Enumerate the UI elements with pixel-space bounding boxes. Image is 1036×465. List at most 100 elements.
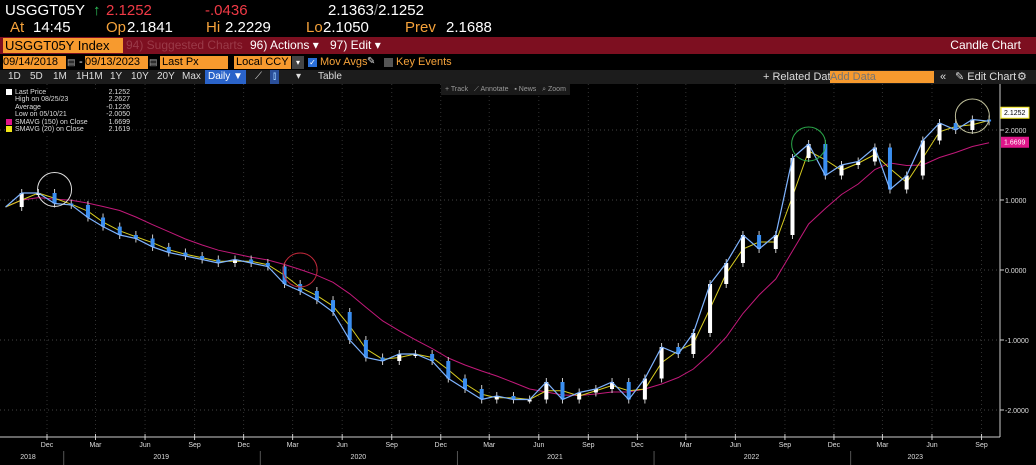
open-label: Op	[106, 19, 127, 36]
chevron-down-icon[interactable]: ▾	[292, 56, 304, 69]
candle	[380, 357, 385, 361]
x-tick-label: Mar	[483, 442, 496, 449]
frequency-select[interactable]: Daily ▼	[205, 70, 246, 84]
key-events-checkbox[interactable]	[384, 58, 393, 67]
news-tool[interactable]: ▪ News	[514, 86, 537, 93]
calendar-icon[interactable]: ▤	[67, 57, 76, 67]
candle	[790, 158, 795, 235]
candle	[642, 378, 647, 400]
year-label: 2021	[547, 454, 563, 461]
candle	[691, 333, 696, 354]
collapse-icon[interactable]: «	[940, 71, 947, 83]
ticker: USGGT05Y	[5, 2, 86, 19]
x-tick-label: Sep	[188, 442, 201, 449]
x-tick-label: Sep	[386, 442, 399, 449]
period-1d-button[interactable]: 1D	[8, 71, 21, 82]
period-20y-button[interactable]: 20Y	[157, 71, 175, 82]
edit-chart-button[interactable]: ✎ Edit Chart	[952, 70, 1019, 84]
period-1h1m-button[interactable]: 1H1M	[76, 71, 103, 82]
candle	[676, 347, 681, 354]
start-date-input[interactable]: 09/14/2018	[3, 56, 66, 69]
end-date-input[interactable]: 09/13/2023	[85, 56, 148, 69]
candle	[773, 235, 778, 249]
actions-menu[interactable]: 96) Actions ▾	[250, 38, 319, 52]
period-5d-button[interactable]: 5D	[30, 71, 43, 82]
y-tick-label: -1.0000	[1005, 338, 1029, 345]
currency-select[interactable]: Local CCY	[234, 56, 291, 69]
annotation-circle	[37, 172, 73, 207]
legend-item: Average -0.1226	[6, 104, 130, 111]
ask: 2.1252	[378, 2, 424, 19]
legend-item: High on 08/25/23 2.2627	[6, 96, 130, 103]
candle	[19, 193, 24, 207]
suggested-charts-button[interactable]: 94) Suggested Charts	[126, 38, 243, 52]
candle	[544, 382, 549, 400]
candle	[953, 123, 958, 130]
candle	[887, 147, 892, 190]
arrow-up-icon: ↑	[93, 2, 101, 19]
x-tick-label: Mar	[89, 442, 102, 449]
field-select[interactable]: Last Px	[160, 56, 228, 69]
period-1m-button[interactable]: 1M	[53, 71, 67, 82]
x-tick-label: Jun	[926, 442, 937, 449]
annotate-tool[interactable]: ⟋ Annotate	[474, 86, 509, 93]
candle	[479, 389, 484, 400]
candle	[397, 354, 402, 361]
open-value: 2.1841	[127, 19, 173, 36]
key-events-label: Key Events	[396, 56, 452, 68]
calendar-icon[interactable]: ▤	[149, 57, 158, 67]
candle	[740, 235, 745, 263]
candle	[626, 382, 631, 400]
sma150-marker	[1001, 136, 1029, 148]
legend-marker	[6, 104, 12, 110]
low-label: Lo	[306, 19, 323, 36]
legend-item: SMAVG (150) on Close 1.6699	[6, 119, 130, 126]
add-data-input[interactable]	[830, 71, 934, 83]
chevron-down-icon[interactable]: ▾	[296, 71, 302, 82]
legend-label: Average	[15, 103, 41, 111]
period-1y-button[interactable]: 1Y	[110, 71, 123, 82]
pencil-icon: ✎	[955, 71, 968, 83]
x-tick-label: Dec	[435, 442, 448, 449]
candle	[249, 259, 254, 263]
candle	[282, 266, 287, 284]
y-tick-label: 1.0000	[1005, 198, 1027, 205]
legend-value: -0.1226	[106, 103, 130, 111]
legend-value: -2.0050	[106, 111, 130, 119]
legend-swatch	[6, 126, 12, 133]
x-tick-label: Sep	[975, 442, 988, 449]
x-tick-label: Sep	[582, 442, 595, 449]
candle	[904, 175, 909, 190]
candle	[610, 382, 615, 389]
legend-marker	[6, 111, 12, 117]
candle	[527, 399, 532, 402]
gear-icon[interactable]: ⚙	[1017, 71, 1027, 83]
track-tool[interactable]: + Track	[445, 86, 469, 93]
candle	[265, 263, 270, 267]
price-chart[interactable]: 2.0000 1.0000 0.0000 -1.0000 -2.0000 Dec Mar Ju…	[0, 84, 1036, 465]
candle	[839, 165, 844, 176]
pencil-icon[interactable]: ✎	[367, 56, 376, 67]
mov-avgs-checkbox[interactable]: ✓	[308, 58, 317, 67]
menu-bar	[0, 37, 1036, 54]
legend-label: Low on 05/10/21	[15, 111, 67, 119]
zoom-tool[interactable]: ⌕ Zoom	[542, 86, 566, 93]
candle	[166, 246, 171, 253]
security-input[interactable]: USGGT05Y Index	[3, 38, 123, 53]
plot-area	[0, 84, 1000, 437]
period-10y-button[interactable]: 10Y	[131, 71, 149, 82]
candle-chart-icon[interactable]: ⫾	[270, 70, 280, 84]
table-button[interactable]: Table	[318, 71, 342, 82]
edit-menu[interactable]: 97) Edit ▾	[330, 38, 381, 52]
line-chart-icon[interactable]: ⟋	[255, 71, 262, 82]
candle	[232, 259, 237, 263]
candle	[593, 389, 598, 393]
x-tick-label: Dec	[631, 442, 644, 449]
candle	[872, 147, 877, 162]
period-max-button[interactable]: Max	[182, 71, 201, 82]
related-data-button[interactable]: + Related Dat	[763, 71, 831, 83]
candle	[920, 140, 925, 176]
candle	[183, 252, 188, 256]
candle	[413, 354, 418, 356]
last-price-label: 2.1252	[1004, 110, 1026, 117]
